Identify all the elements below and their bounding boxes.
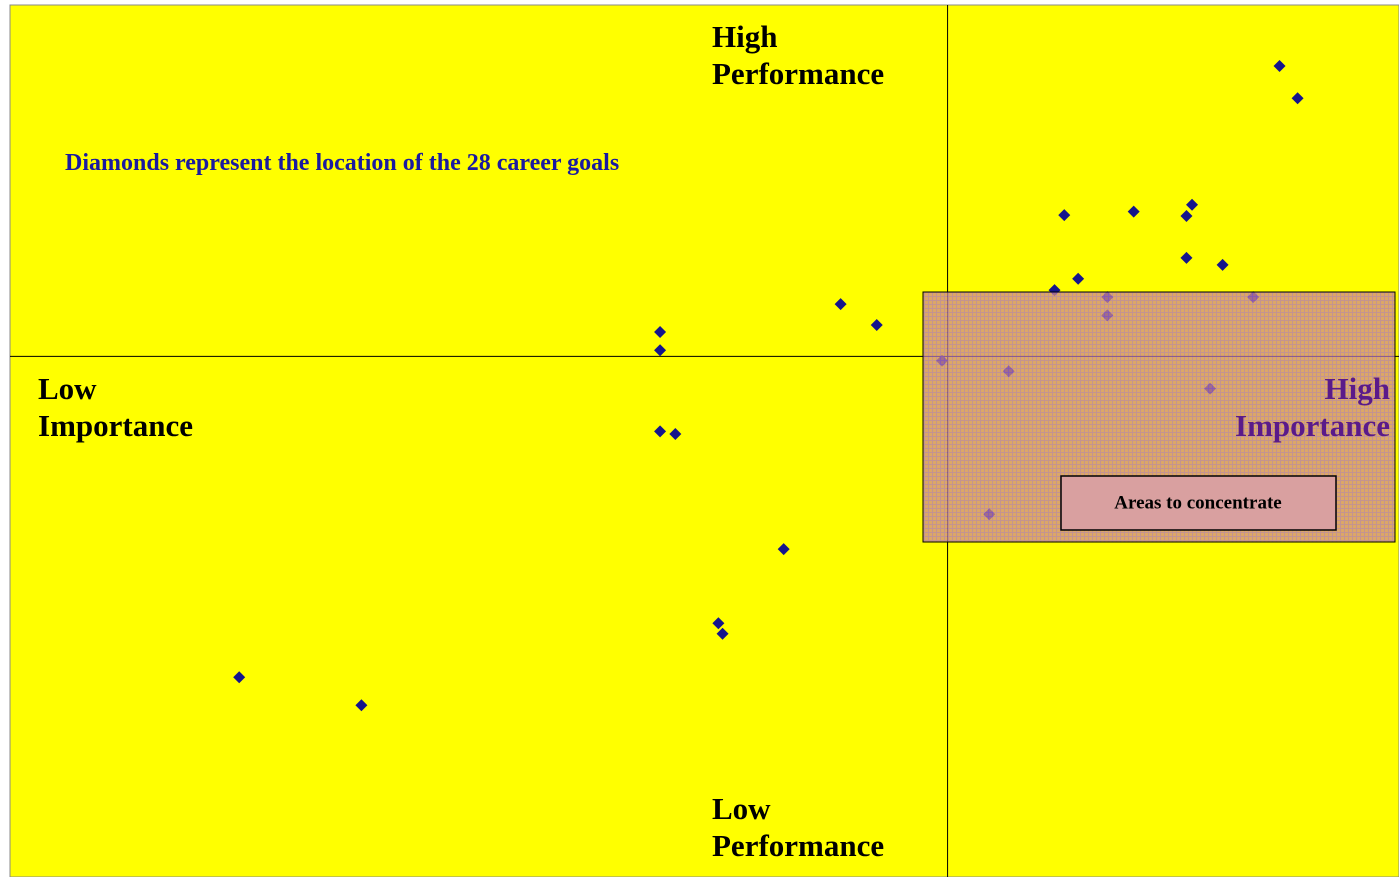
point (1291, 92, 1304, 105)
point (1058, 209, 1071, 222)
point (716, 627, 729, 640)
right-label: High Importance (1235, 371, 1390, 443)
point (1186, 198, 1199, 211)
point (834, 298, 847, 311)
highlight-label: Areas to concentrate (1114, 492, 1281, 513)
point (1216, 258, 1229, 271)
point (233, 671, 246, 684)
annotation: Diamonds represent the location of the 2… (65, 150, 620, 176)
point (777, 543, 790, 556)
point (1180, 210, 1193, 223)
top-label: High Performance (712, 19, 885, 91)
point (1180, 251, 1193, 264)
bottom-label: Low Performance (712, 791, 885, 863)
point (654, 425, 667, 438)
point (355, 699, 368, 712)
point (669, 428, 682, 441)
point (654, 326, 667, 338)
point (870, 319, 883, 332)
point (1072, 272, 1085, 285)
point (1273, 60, 1286, 73)
point (654, 344, 667, 357)
left-label: Low Importance (38, 371, 193, 443)
point (1127, 205, 1140, 218)
highlight-box (1060, 475, 1337, 531)
point (712, 617, 725, 630)
